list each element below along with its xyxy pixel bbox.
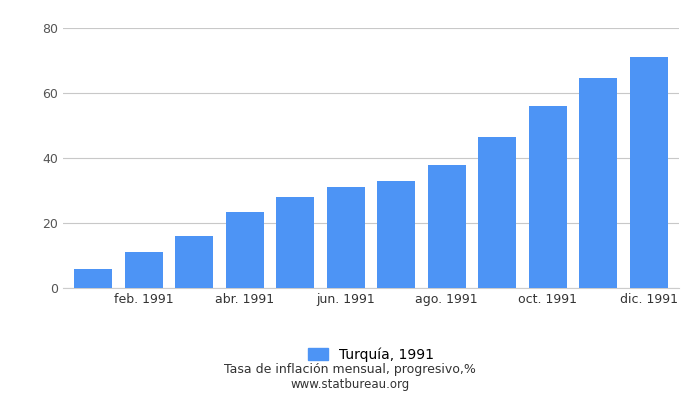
Bar (74, 268, 112, 288)
Bar (630, 57, 668, 288)
Bar (428, 164, 466, 288)
Bar (175, 236, 214, 288)
Bar (377, 181, 415, 288)
Text: Tasa de inflación mensual, progresivo,%: Tasa de inflación mensual, progresivo,% (224, 364, 476, 376)
Bar (478, 137, 516, 288)
Bar (580, 78, 617, 288)
Text: www.statbureau.org: www.statbureau.org (290, 378, 410, 391)
Bar (327, 187, 365, 288)
Bar (226, 212, 264, 288)
Bar (528, 106, 567, 288)
Bar (125, 252, 162, 288)
Legend: Turquía, 1991: Turquía, 1991 (302, 342, 440, 367)
Bar (276, 197, 314, 288)
